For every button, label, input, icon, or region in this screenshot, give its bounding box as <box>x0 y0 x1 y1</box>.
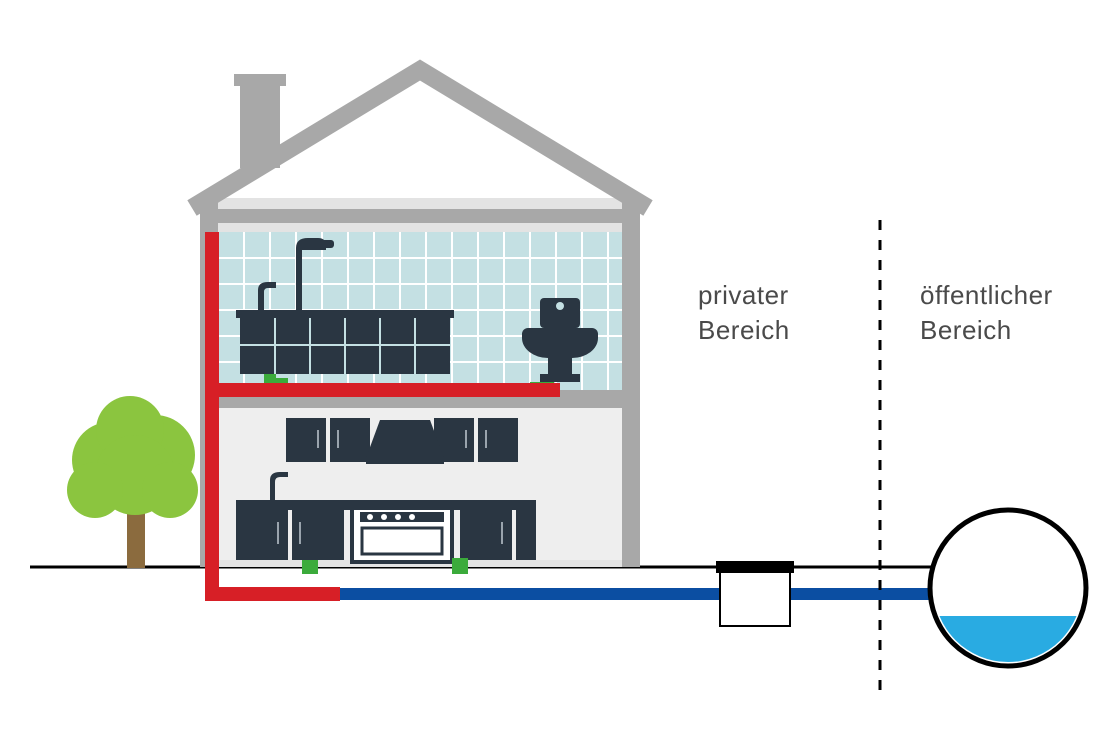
label-private-line1: privater <box>698 280 789 310</box>
sewer-main <box>930 510 1090 676</box>
label-public: öffentlicher Bereich <box>920 278 1053 348</box>
label-private: privater Bereich <box>698 278 790 348</box>
label-private-line2: Bereich <box>698 315 790 345</box>
label-public-line2: Bereich <box>920 315 1012 345</box>
inspection-chamber <box>716 561 794 626</box>
label-public-line1: öffentlicher <box>920 280 1053 310</box>
house-sewer-diagram <box>0 0 1112 746</box>
tree <box>67 396 198 568</box>
